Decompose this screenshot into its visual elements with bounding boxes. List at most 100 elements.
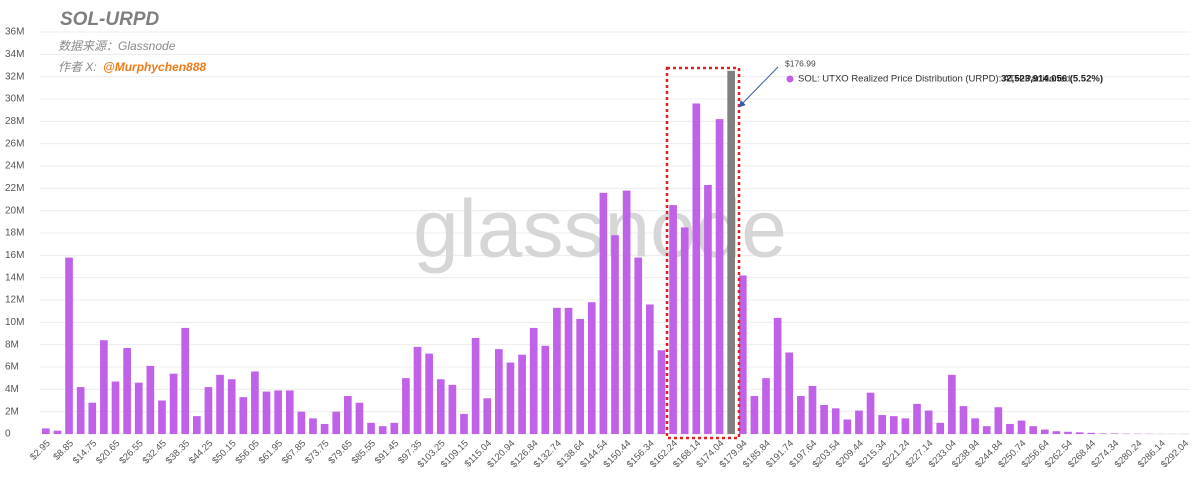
bar	[1087, 433, 1095, 434]
x-tick-label: $91.45	[373, 438, 401, 466]
bar	[913, 404, 921, 434]
bar	[54, 431, 62, 434]
bar	[1053, 431, 1061, 434]
tooltip-dot	[787, 76, 794, 83]
y-tick-label: 4M	[5, 384, 19, 395]
bar	[460, 414, 468, 434]
tooltip-label: $176.99	[785, 58, 816, 68]
bar	[332, 412, 340, 434]
bar	[623, 191, 631, 434]
bar	[309, 418, 317, 434]
bar	[541, 346, 549, 434]
y-tick-label: 8M	[5, 339, 19, 350]
bar	[286, 390, 294, 434]
bar	[321, 424, 329, 434]
bar	[576, 319, 584, 434]
x-tick-label: $44.25	[187, 438, 215, 466]
bar	[960, 406, 968, 434]
author-prefix: 作者 X:	[58, 60, 97, 74]
bar	[902, 418, 910, 434]
bar	[263, 392, 271, 434]
bar	[298, 412, 306, 434]
bar	[751, 396, 759, 434]
x-tick-label: $73.75	[303, 438, 331, 466]
author-handle: @Murphychen888	[103, 60, 206, 74]
bar	[867, 393, 875, 434]
bar	[611, 235, 619, 434]
bar	[727, 71, 735, 434]
tooltip-value: 32,523,914.056 (5.52%)	[1001, 74, 1103, 85]
bar	[971, 418, 979, 434]
y-tick-label: 10M	[5, 317, 24, 328]
x-tick-label: $38.35	[164, 438, 192, 466]
bar	[367, 423, 375, 434]
bar	[936, 423, 944, 434]
y-tick-label: 14M	[5, 272, 24, 283]
bar	[878, 415, 886, 434]
bar	[1064, 432, 1072, 434]
y-tick-label: 20M	[5, 205, 24, 216]
subtitle: 数据来源：Glassnode	[58, 39, 176, 53]
bar	[588, 302, 596, 434]
bar	[832, 408, 840, 434]
bar	[1041, 430, 1049, 434]
bar	[925, 411, 933, 434]
y-tick-label: 34M	[5, 49, 24, 60]
bar	[692, 103, 700, 434]
bar	[669, 205, 677, 434]
bar	[716, 119, 724, 434]
x-tick-label: $85.55	[350, 438, 378, 466]
bar	[483, 398, 491, 434]
bar	[553, 308, 561, 434]
y-tick-label: 12M	[5, 295, 24, 306]
bar	[344, 396, 352, 434]
bar	[170, 374, 178, 434]
bar	[1006, 424, 1014, 434]
bar	[948, 375, 956, 434]
bar	[379, 426, 387, 434]
bar	[251, 371, 259, 434]
bar	[809, 386, 817, 434]
x-tick-label: $50.15	[210, 438, 238, 466]
x-tick-label: $56.05	[233, 438, 261, 466]
bar	[797, 396, 805, 434]
bar	[855, 411, 863, 434]
bar	[123, 348, 131, 434]
y-tick-label: 0	[5, 429, 11, 440]
bar	[274, 390, 282, 434]
bar	[565, 308, 573, 434]
bar	[437, 379, 445, 434]
bar	[181, 328, 189, 434]
bar	[646, 304, 654, 434]
bar	[65, 258, 73, 434]
bar	[112, 382, 120, 434]
x-tick-label: $20.65	[94, 438, 122, 466]
bar	[518, 355, 526, 434]
bars	[42, 71, 1188, 434]
bar	[1111, 433, 1119, 434]
bar	[600, 193, 608, 434]
bar	[1076, 432, 1084, 434]
chart-title: SOL-URPD	[60, 9, 160, 30]
bar	[356, 403, 364, 434]
bar	[216, 375, 224, 434]
bar	[785, 352, 793, 434]
x-tick-label: $67.85	[280, 438, 308, 466]
bar	[820, 405, 828, 434]
bar	[158, 401, 166, 435]
x-tick-label: $32.45	[141, 438, 169, 466]
bar	[147, 366, 155, 434]
bar	[472, 338, 480, 434]
bar	[704, 185, 712, 434]
bar	[762, 378, 770, 434]
bar	[390, 423, 398, 434]
bar	[530, 328, 538, 434]
bar	[135, 383, 143, 434]
y-tick-label: 36M	[5, 27, 24, 38]
bar	[402, 378, 410, 434]
arrow	[739, 67, 778, 107]
x-tick-label: $26.55	[117, 438, 145, 466]
bar	[1099, 433, 1107, 434]
